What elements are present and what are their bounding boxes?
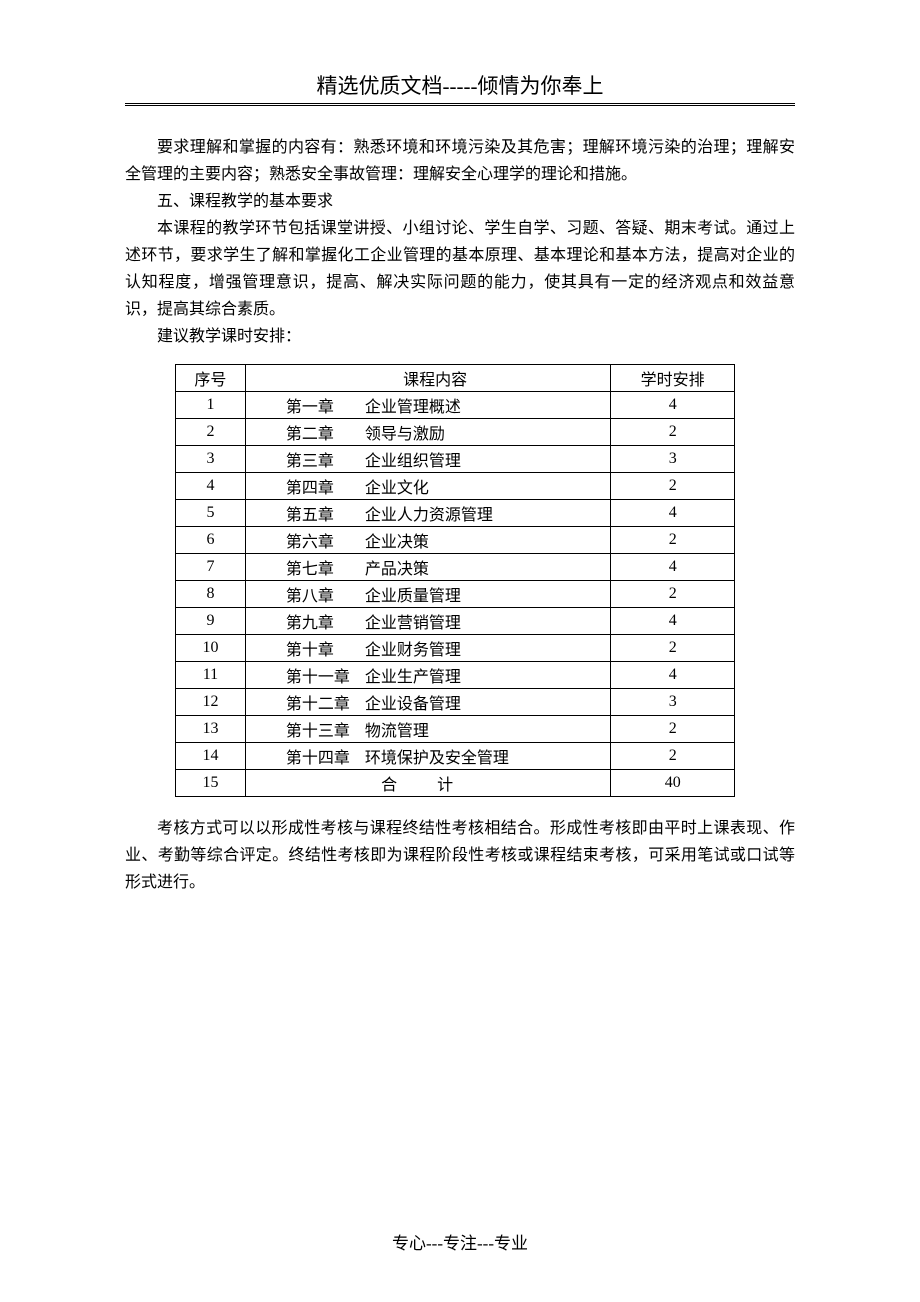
cell-content: 第四章 企业文化 bbox=[245, 473, 611, 500]
cell-seq: 1 bbox=[176, 392, 246, 419]
cell-content: 第十二章 企业设备管理 bbox=[245, 689, 611, 716]
cell-content: 第一章 企业管理概述 bbox=[245, 392, 611, 419]
cell-seq: 12 bbox=[176, 689, 246, 716]
cell-total-seq: 15 bbox=[176, 770, 246, 797]
header-content: 课程内容 bbox=[245, 365, 611, 392]
cell-seq: 13 bbox=[176, 716, 246, 743]
table-row: 2第二章 领导与激励2 bbox=[176, 419, 735, 446]
table-header-row: 序号 课程内容 学时安排 bbox=[176, 365, 735, 392]
table-row: 7第七章 产品决策4 bbox=[176, 554, 735, 581]
paragraph-requirements: 要求理解和掌握的内容有：熟悉环境和环境污染及其危害；理解环境污染的治理；理解安全… bbox=[125, 134, 795, 188]
cell-content: 第二章 领导与激励 bbox=[245, 419, 611, 446]
table-row: 8第八章 企业质量管理2 bbox=[176, 581, 735, 608]
cell-hours: 2 bbox=[611, 473, 735, 500]
cell-seq: 5 bbox=[176, 500, 246, 527]
cell-content: 第十三章 物流管理 bbox=[245, 716, 611, 743]
cell-seq: 10 bbox=[176, 635, 246, 662]
paragraph-teaching: 本课程的教学环节包括课堂讲授、小组讨论、学生自学、习题、答疑、期末考试。通过上述… bbox=[125, 215, 795, 323]
table-row: 4第四章 企业文化2 bbox=[176, 473, 735, 500]
table-row: 12第十二章 企业设备管理3 bbox=[176, 689, 735, 716]
cell-total-label: 合 计 bbox=[245, 770, 611, 797]
cell-content: 第八章 企业质量管理 bbox=[245, 581, 611, 608]
cell-seq: 6 bbox=[176, 527, 246, 554]
table-row: 5第五章 企业人力资源管理4 bbox=[176, 500, 735, 527]
cell-seq: 9 bbox=[176, 608, 246, 635]
cell-content: 第九章 企业营销管理 bbox=[245, 608, 611, 635]
cell-hours: 4 bbox=[611, 662, 735, 689]
page-footer: 专心---专注---专业 bbox=[0, 1229, 920, 1254]
cell-hours: 3 bbox=[611, 689, 735, 716]
cell-seq: 8 bbox=[176, 581, 246, 608]
schedule-intro: 建议教学课时安排： bbox=[125, 323, 795, 350]
cell-content: 第三章 企业组织管理 bbox=[245, 446, 611, 473]
page-header: 精选优质文档-----倾情为你奉上 bbox=[125, 70, 795, 100]
header-hours: 学时安排 bbox=[611, 365, 735, 392]
cell-content: 第十一章 企业生产管理 bbox=[245, 662, 611, 689]
cell-content: 第六章 企业决策 bbox=[245, 527, 611, 554]
cell-hours: 4 bbox=[611, 500, 735, 527]
cell-seq: 2 bbox=[176, 419, 246, 446]
cell-hours: 2 bbox=[611, 581, 735, 608]
table-row: 10第十章 企业财务管理2 bbox=[176, 635, 735, 662]
schedule-table-wrap: 序号 课程内容 学时安排 1第一章 企业管理概述42第二章 领导与激励23第三章… bbox=[175, 364, 735, 797]
cell-hours: 2 bbox=[611, 527, 735, 554]
cell-seq: 14 bbox=[176, 743, 246, 770]
table-row: 11第十一章 企业生产管理4 bbox=[176, 662, 735, 689]
header-seq: 序号 bbox=[176, 365, 246, 392]
cell-hours: 4 bbox=[611, 392, 735, 419]
cell-hours: 4 bbox=[611, 608, 735, 635]
cell-hours: 2 bbox=[611, 743, 735, 770]
paragraph-assessment: 考核方式可以以形成性考核与课程终结性考核相结合。形成性考核即由平时上课表现、作业… bbox=[125, 815, 795, 896]
cell-seq: 3 bbox=[176, 446, 246, 473]
cell-seq: 4 bbox=[176, 473, 246, 500]
header-divider bbox=[125, 103, 795, 106]
table-row: 3第三章 企业组织管理3 bbox=[176, 446, 735, 473]
cell-total-hours: 40 bbox=[611, 770, 735, 797]
table-total-row: 15合 计40 bbox=[176, 770, 735, 797]
table-row: 1第一章 企业管理概述4 bbox=[176, 392, 735, 419]
cell-content: 第七章 产品决策 bbox=[245, 554, 611, 581]
cell-hours: 2 bbox=[611, 635, 735, 662]
section-5-title: 五、课程教学的基本要求 bbox=[125, 188, 795, 215]
cell-content: 第十章 企业财务管理 bbox=[245, 635, 611, 662]
cell-seq: 7 bbox=[176, 554, 246, 581]
table-row: 14第十四章 环境保护及安全管理2 bbox=[176, 743, 735, 770]
cell-hours: 2 bbox=[611, 716, 735, 743]
cell-hours: 3 bbox=[611, 446, 735, 473]
cell-content: 第五章 企业人力资源管理 bbox=[245, 500, 611, 527]
cell-seq: 11 bbox=[176, 662, 246, 689]
cell-hours: 2 bbox=[611, 419, 735, 446]
table-row: 13第十三章 物流管理2 bbox=[176, 716, 735, 743]
cell-content: 第十四章 环境保护及安全管理 bbox=[245, 743, 611, 770]
cell-hours: 4 bbox=[611, 554, 735, 581]
table-row: 9第九章 企业营销管理4 bbox=[176, 608, 735, 635]
schedule-table: 序号 课程内容 学时安排 1第一章 企业管理概述42第二章 领导与激励23第三章… bbox=[175, 364, 735, 797]
table-row: 6第六章 企业决策2 bbox=[176, 527, 735, 554]
